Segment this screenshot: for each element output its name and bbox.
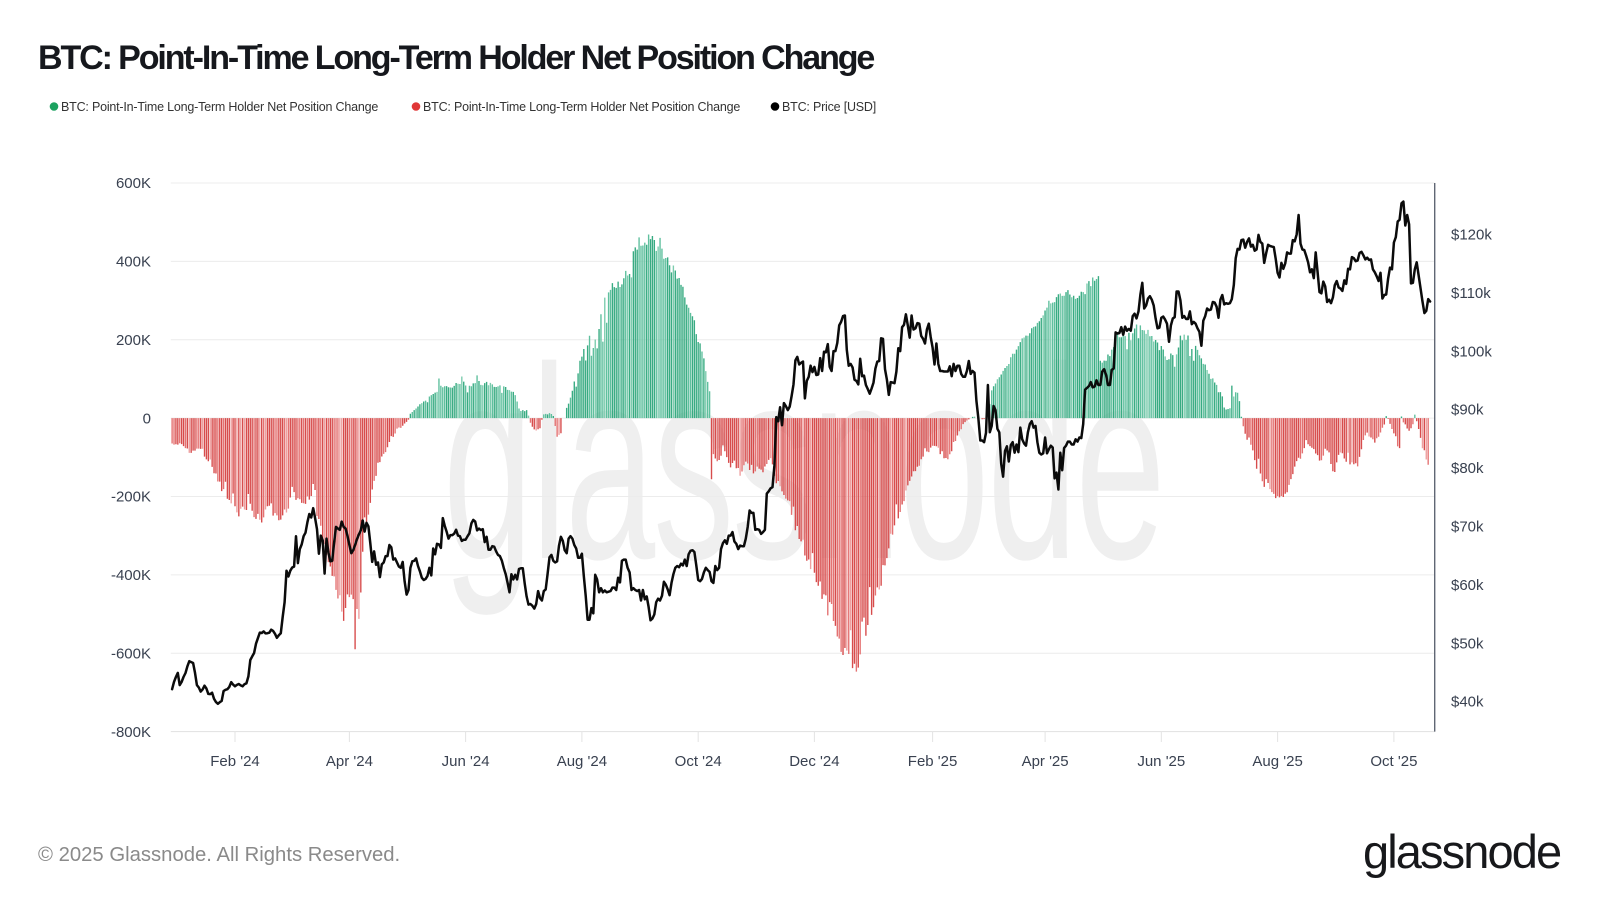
svg-text:Jun '25: Jun '25 xyxy=(1137,753,1185,770)
svg-text:Aug '24: Aug '24 xyxy=(557,753,607,770)
svg-text:Jun '24: Jun '24 xyxy=(442,753,490,770)
svg-text:-400K: -400K xyxy=(111,567,151,584)
svg-text:-200K: -200K xyxy=(111,489,151,506)
svg-text:$50k: $50k xyxy=(1451,635,1484,652)
svg-text:BTC: Price [USD]: BTC: Price [USD] xyxy=(782,100,876,114)
svg-text:Apr '24: Apr '24 xyxy=(326,753,373,770)
svg-text:$100k: $100k xyxy=(1451,343,1492,360)
svg-text:200K: 200K xyxy=(116,332,151,349)
svg-text:BTC: Point-In-Time Long-Term H: BTC: Point-In-Time Long-Term Holder Net … xyxy=(38,39,874,77)
svg-text:© 2025 Glassnode. All Rights R: © 2025 Glassnode. All Rights Reserved. xyxy=(38,844,400,866)
svg-text:$110k: $110k xyxy=(1451,285,1491,302)
svg-text:$80k: $80k xyxy=(1451,460,1484,477)
svg-text:BTC: Point-In-Time Long-Term H: BTC: Point-In-Time Long-Term Holder Net … xyxy=(423,100,740,114)
svg-text:-800K: -800K xyxy=(111,724,151,741)
svg-text:Dec '24: Dec '24 xyxy=(789,753,839,770)
svg-text:600K: 600K xyxy=(116,175,151,192)
svg-text:-600K: -600K xyxy=(111,645,151,662)
svg-text:Oct '24: Oct '24 xyxy=(675,753,722,770)
svg-text:0: 0 xyxy=(143,410,151,427)
svg-text:Apr '25: Apr '25 xyxy=(1022,753,1069,770)
svg-text:Feb '24: Feb '24 xyxy=(210,753,260,770)
svg-text:400K: 400K xyxy=(116,254,151,271)
svg-text:BTC: Point-In-Time Long-Term H: BTC: Point-In-Time Long-Term Holder Net … xyxy=(61,100,378,114)
svg-text:Feb '25: Feb '25 xyxy=(908,753,958,770)
svg-text:glassnode: glassnode xyxy=(1363,825,1561,878)
svg-text:$90k: $90k xyxy=(1451,402,1484,419)
svg-text:$60k: $60k xyxy=(1451,577,1484,594)
svg-text:$40k: $40k xyxy=(1451,694,1484,711)
svg-text:$120k: $120k xyxy=(1451,227,1492,244)
svg-text:$70k: $70k xyxy=(1451,519,1484,536)
svg-text:Aug '25: Aug '25 xyxy=(1252,753,1302,770)
svg-text:Oct '25: Oct '25 xyxy=(1370,753,1417,770)
